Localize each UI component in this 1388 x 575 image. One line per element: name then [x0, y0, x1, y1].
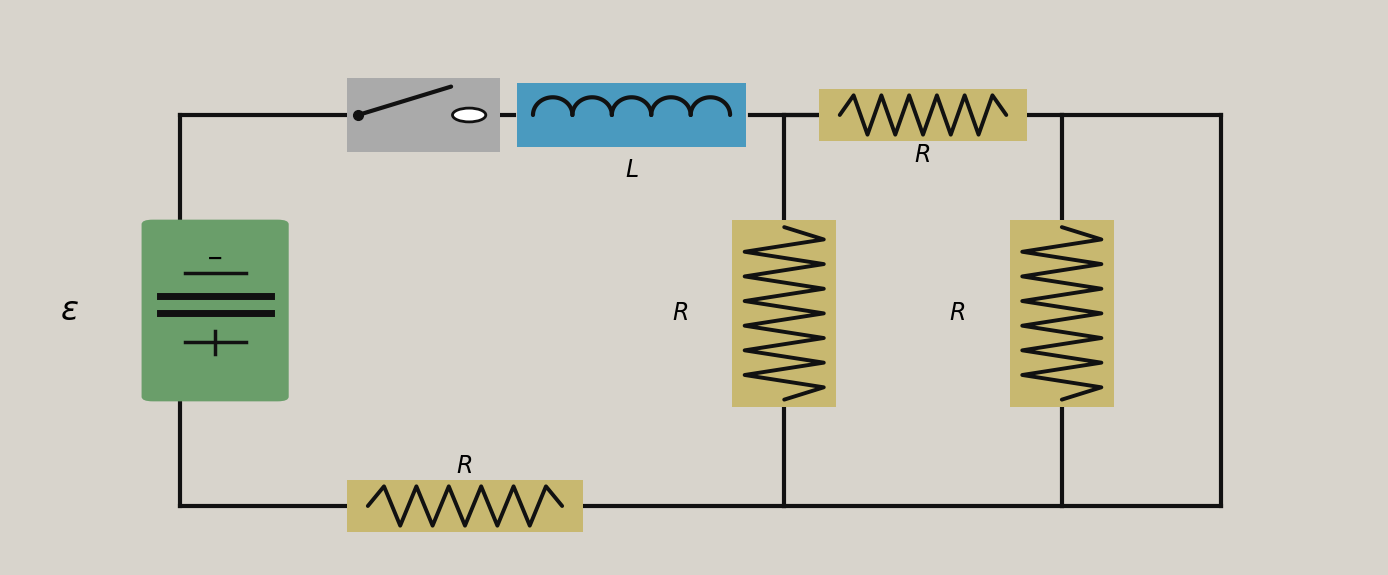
Text: −: − — [207, 249, 223, 269]
Text: R: R — [949, 301, 966, 325]
FancyBboxPatch shape — [733, 220, 836, 407]
FancyBboxPatch shape — [142, 220, 289, 401]
Text: L: L — [625, 158, 638, 182]
FancyBboxPatch shape — [1010, 220, 1113, 407]
Text: R: R — [915, 143, 931, 167]
Text: R: R — [457, 454, 473, 478]
Text: ε: ε — [61, 294, 78, 327]
FancyBboxPatch shape — [347, 480, 583, 532]
Circle shape — [452, 108, 486, 122]
FancyBboxPatch shape — [347, 78, 500, 152]
FancyBboxPatch shape — [518, 83, 747, 147]
FancyBboxPatch shape — [819, 89, 1027, 141]
Text: R: R — [672, 301, 688, 325]
